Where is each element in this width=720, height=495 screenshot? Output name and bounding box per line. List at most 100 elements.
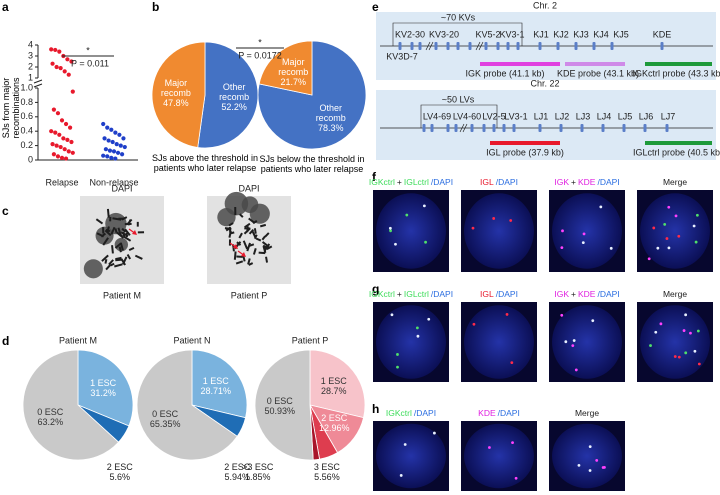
slice-category: 0 ESC: [37, 407, 64, 418]
channel-label-part: Merge: [662, 289, 688, 299]
x-tick-label: Relapse: [45, 177, 78, 187]
channel-label-part: IGKctrl: [385, 408, 412, 418]
slice-category: 0 ESC: [152, 408, 179, 419]
fish-signal: [667, 205, 671, 209]
fish-signal: [588, 445, 592, 448]
data-point: [66, 72, 71, 77]
fish-signal: [603, 465, 606, 469]
data-point: [122, 144, 127, 150]
channel-label-part: IGLctrl: [403, 177, 429, 187]
fish-signal: [684, 351, 688, 355]
cluster-label: ~50 LVs: [442, 94, 475, 104]
data-point: [49, 129, 54, 134]
data-point: [51, 152, 57, 157]
channel-label: IGL/DAPI: [480, 289, 518, 299]
slice-category: Other recomb: [315, 102, 346, 124]
pie-title: Patient P: [292, 335, 329, 345]
fish-signal: [509, 219, 513, 222]
channel-label-part: +: [571, 289, 576, 299]
fish-signal: [514, 476, 518, 480]
gap-mark: [478, 41, 484, 51]
gene-segment: [422, 124, 426, 132]
data-point: [117, 132, 122, 137]
data-point: [57, 49, 62, 54]
chromosome: [104, 259, 108, 264]
chromosome: [112, 217, 122, 221]
nucleus: [552, 305, 622, 379]
data-point: [63, 121, 69, 127]
chromosome: [114, 263, 123, 268]
slice-label: 2 ESC 5.6%: [99, 462, 141, 482]
chromosome: [255, 237, 262, 242]
panel-label: g: [372, 282, 380, 296]
slice-value: 21.7%: [280, 76, 307, 87]
chromosome: [228, 222, 234, 227]
chromosome: [121, 227, 127, 233]
arrow-head: [241, 252, 246, 257]
y-tick-label: 0.4: [20, 126, 33, 136]
slice-category: 2 ESC: [224, 461, 251, 472]
data-point: [115, 150, 121, 155]
slice-label: 0 ESC 65.35%: [144, 409, 186, 429]
chromosome: [110, 262, 115, 267]
slice-label: 2 ESC 12.96%: [313, 413, 355, 433]
channel-label: Merge: [663, 289, 687, 299]
chromosome: [261, 235, 266, 241]
chromosome: [95, 218, 104, 225]
chromosome: [115, 258, 123, 262]
channel-label-part: Merge: [662, 177, 688, 187]
slice-value: 28.7%: [320, 386, 347, 397]
y-tick-label: 1.0: [20, 82, 33, 92]
fish-signal: [511, 441, 514, 445]
gene-segment: [470, 124, 474, 132]
data-point: [53, 47, 58, 53]
chromosome: [228, 239, 232, 246]
channel-label: IGK + KDE/DAPI: [554, 289, 619, 299]
probe-bar: [645, 62, 712, 66]
channel-label-part: /DAPI: [597, 289, 620, 299]
data-point: [120, 152, 125, 157]
segment-label: LJ3: [576, 111, 591, 121]
slice-value: 5.6%: [109, 472, 131, 482]
fish-signal: [492, 217, 496, 220]
chromosome: [109, 216, 112, 222]
gene-segment: [512, 124, 516, 132]
gene-segment: [454, 124, 458, 132]
slice-value: 1.85%: [244, 472, 271, 482]
gap-mark: [459, 123, 465, 133]
fish-signal: [416, 334, 420, 338]
slice-label: 1 ESC 28.71%: [195, 376, 237, 396]
gene-segment: [538, 124, 542, 132]
panel-label: b: [152, 0, 160, 14]
probe-label: IGLctrl probe (40.5 kb): [633, 147, 720, 157]
chromosome: [127, 219, 132, 226]
fish-signal: [472, 322, 476, 326]
segment-label: KV3-1: [499, 29, 524, 39]
fish-signal: [415, 326, 419, 330]
fish-signal: [427, 317, 431, 321]
chromosome: [248, 262, 254, 266]
fish-signal: [510, 361, 514, 365]
chromosome: [134, 254, 143, 260]
slice-value: 78.3%: [317, 123, 344, 134]
chromosome: [124, 228, 131, 236]
image-caption: Patient P: [231, 290, 268, 300]
chromosome: [102, 227, 105, 234]
slice-value: 65.35%: [149, 419, 181, 430]
pie-slice: [22, 349, 120, 461]
chromosome: [236, 255, 243, 258]
pie-title: Patient M: [59, 335, 97, 345]
data-point: [105, 125, 110, 130]
y-tick-label: 0.6: [20, 111, 33, 121]
fish-signal: [682, 329, 686, 332]
segment-label: KV3-20: [429, 29, 459, 39]
panel-label: d: [2, 334, 10, 348]
pie-slice: [151, 41, 206, 148]
y-tick-label: 1: [28, 72, 33, 82]
data-point: [114, 142, 119, 147]
gene-segment: [492, 124, 496, 132]
significance: *: [86, 45, 90, 55]
data-point: [57, 132, 62, 137]
y-tick-label: 4: [28, 39, 33, 49]
channel-label-part: IGKctrl: [368, 177, 395, 187]
